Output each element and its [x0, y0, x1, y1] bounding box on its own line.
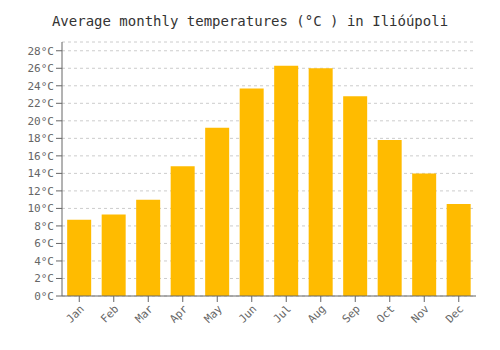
svg-text:Nov: Nov: [409, 302, 433, 326]
svg-text:10°C: 10°C: [28, 202, 55, 215]
svg-text:Sep: Sep: [340, 302, 363, 325]
html-text:Average monthly temperatures (: Average monthly temperatures (°C ) in Il…: [51, 13, 449, 29]
svg-text:May: May: [202, 302, 226, 326]
svg-text:22°C: 22°C: [28, 97, 55, 110]
svg-text:Oct: Oct: [374, 302, 397, 325]
svg-text:26°C: 26°C: [28, 62, 55, 75]
svg-text:Aug: Aug: [305, 302, 328, 325]
svg-text:4°C: 4°C: [34, 255, 54, 268]
svg-text:2°C: 2°C: [34, 272, 54, 285]
svg-text:Dec: Dec: [443, 302, 466, 325]
svg-text:6°C: 6°C: [34, 237, 54, 250]
svg-text:16°C: 16°C: [28, 150, 55, 163]
svg-text:0°C: 0°C: [34, 290, 54, 303]
svg-text:12°C: 12°C: [28, 185, 55, 198]
svg-text:18°C: 18°C: [28, 132, 55, 145]
svg-text:8°C: 8°C: [34, 220, 54, 233]
svg-text:14°C: 14°C: [28, 167, 55, 180]
svg-text:Jul: Jul: [271, 302, 294, 325]
svg-text:24°C: 24°C: [28, 80, 55, 93]
svg-text:Apr: Apr: [167, 302, 191, 326]
svg-text:Jun: Jun: [236, 302, 259, 325]
svg-text:20°C: 20°C: [28, 115, 55, 128]
svg-text:Mar: Mar: [133, 302, 157, 326]
svg-text:Jan: Jan: [64, 302, 87, 325]
svg-text:28°C: 28°C: [28, 45, 55, 58]
svg-text:Feb: Feb: [98, 302, 121, 325]
